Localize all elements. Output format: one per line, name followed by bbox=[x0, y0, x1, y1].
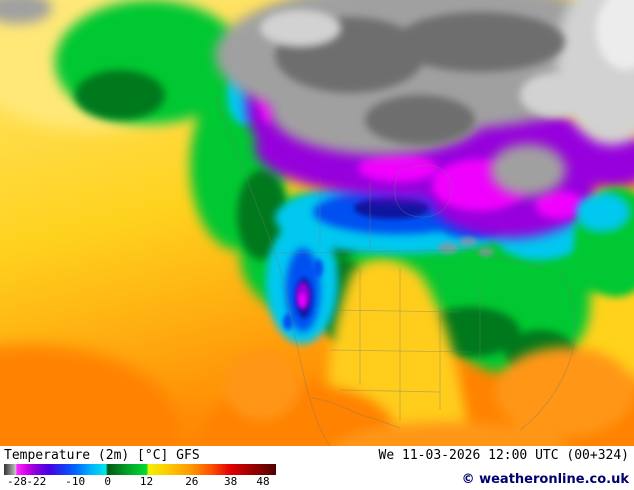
temperature-region bbox=[576, 194, 628, 230]
temperature-map bbox=[0, 0, 634, 446]
scale-tick-label: 48 bbox=[256, 475, 270, 488]
temperature-region bbox=[535, 191, 585, 219]
color-scale-gradient bbox=[4, 464, 276, 475]
temperature-region bbox=[520, 73, 590, 117]
temperature-region bbox=[0, 345, 180, 446]
temperature-region bbox=[313, 259, 323, 277]
border-lines bbox=[215, 95, 576, 446]
temperature-region bbox=[332, 422, 568, 446]
copyright-notice: © weatheronline.co.uk bbox=[461, 472, 629, 487]
temperature-region bbox=[0, 0, 52, 24]
temperature-region bbox=[75, 70, 165, 120]
temperature-region bbox=[298, 293, 306, 307]
temperature-region bbox=[459, 237, 477, 247]
map-title: Temperature (2m) [°C] GFS bbox=[4, 448, 200, 463]
map-detail bbox=[394, 164, 453, 218]
legend-bar: Temperature (2m) [°C] GFS We 11-03-2026 … bbox=[0, 446, 634, 490]
temperature-region bbox=[478, 247, 494, 257]
map-detail bbox=[277, 249, 546, 269]
temperature-region bbox=[395, 12, 565, 72]
arctic-gray-detail bbox=[260, 0, 634, 145]
great-lakes bbox=[438, 237, 494, 257]
temperature-color-scale: -28 -22 -10 0 12 26 38 48 bbox=[4, 464, 276, 488]
temperature-region bbox=[224, 350, 300, 420]
temperature-region bbox=[567, 132, 634, 188]
scale-tick-label: -28 bbox=[7, 475, 27, 488]
temperature-region bbox=[495, 347, 634, 437]
scale-tick-label: -10 bbox=[65, 475, 86, 488]
scale-tick-label: 0 bbox=[104, 475, 111, 488]
legend-footer: -28 -22 -10 0 12 26 38 48 © weatheronline.co.uk bbox=[4, 464, 629, 488]
scale-tick-label: 38 bbox=[224, 475, 238, 488]
temperature-region bbox=[596, 0, 634, 70]
temperature-region bbox=[237, 170, 287, 260]
rockies-cold-specks bbox=[283, 259, 323, 330]
temperature-region bbox=[354, 197, 430, 219]
temperature-region bbox=[438, 242, 458, 254]
color-scale-ticks: -28 -22 -10 0 12 26 38 48 bbox=[4, 475, 276, 488]
scale-tick-label: 12 bbox=[139, 475, 154, 488]
legend-header: Temperature (2m) [°C] GFS We 11-03-2026 … bbox=[4, 448, 629, 463]
map-detail bbox=[311, 397, 401, 429]
map-detail bbox=[519, 269, 576, 431]
southern-warm-regions bbox=[205, 347, 634, 446]
temperature-region bbox=[365, 95, 475, 145]
temperature-region bbox=[260, 10, 340, 46]
map-detail bbox=[215, 95, 331, 446]
temperature-map-svg bbox=[0, 0, 634, 446]
map-detail bbox=[329, 349, 471, 353]
forecast-timestamp: We 11-03-2026 12:00 UTC (00+324) bbox=[378, 448, 629, 463]
atlantic-mild-strip bbox=[574, 187, 634, 297]
scale-tick-label: 26 bbox=[185, 475, 199, 488]
map-detail bbox=[329, 309, 461, 313]
temperature-region bbox=[283, 314, 293, 330]
map-detail bbox=[339, 389, 441, 393]
temperature-region bbox=[358, 154, 438, 182]
temperature-region bbox=[490, 144, 566, 196]
scale-tick-label: -22 bbox=[26, 475, 47, 488]
